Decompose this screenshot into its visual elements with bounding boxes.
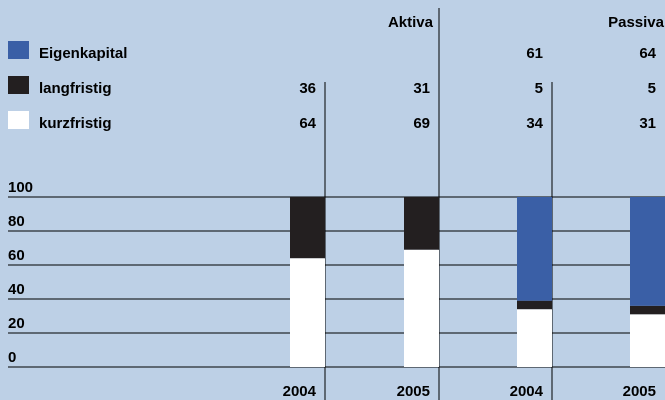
group-label-passiva: Passiva <box>608 14 665 31</box>
table-value: 31 <box>639 115 656 132</box>
bar-kurzfristig-passiva-2004 <box>517 309 552 367</box>
table-value: 31 <box>413 80 430 97</box>
bar-eigenkapital-passiva-2004 <box>517 197 552 301</box>
bar-langfristig-aktiva-2004 <box>290 197 325 259</box>
x-category-label: 2005 <box>623 383 656 400</box>
y-tick-label: 0 <box>8 349 16 366</box>
bar-kurzfristig-passiva-2005 <box>630 314 665 367</box>
group-label-aktiva: Aktiva <box>388 14 434 31</box>
table-value: 36 <box>299 80 316 97</box>
y-tick-label: 80 <box>8 213 25 230</box>
y-tick-label: 20 <box>8 315 25 332</box>
table-value: 64 <box>639 45 656 62</box>
bar-kurzfristig-aktiva-2004 <box>290 258 325 367</box>
table-value: 34 <box>526 115 543 132</box>
table-value: 5 <box>535 80 543 97</box>
legend-swatch-kurzfristig <box>8 111 29 129</box>
table-value: 5 <box>648 80 656 97</box>
y-tick-label: 100 <box>8 179 33 196</box>
bar-eigenkapital-passiva-2005 <box>630 197 665 306</box>
bar-langfristig-passiva-2005 <box>630 305 665 315</box>
bar-kurzfristig-aktiva-2005 <box>404 249 439 367</box>
legend-label-kurzfristig: kurzfristig <box>39 115 112 132</box>
legend-label-langfristig: langfristig <box>39 80 112 97</box>
table-value: 69 <box>413 115 430 132</box>
bar-langfristig-aktiva-2005 <box>404 197 439 250</box>
y-tick-label: 60 <box>8 247 25 264</box>
legend-swatch-langfristig <box>8 76 29 94</box>
x-category-label: 2005 <box>397 383 430 400</box>
x-category-label: 2004 <box>283 383 317 400</box>
legend-swatch-eigenkapital <box>8 41 29 59</box>
table-value: 64 <box>299 115 316 132</box>
x-category-label: 2004 <box>510 383 544 400</box>
legend-label-eigenkapital: Eigenkapital <box>39 45 127 62</box>
table-value: 61 <box>526 45 543 62</box>
y-tick-label: 40 <box>8 281 25 298</box>
bar-langfristig-passiva-2004 <box>517 300 552 310</box>
